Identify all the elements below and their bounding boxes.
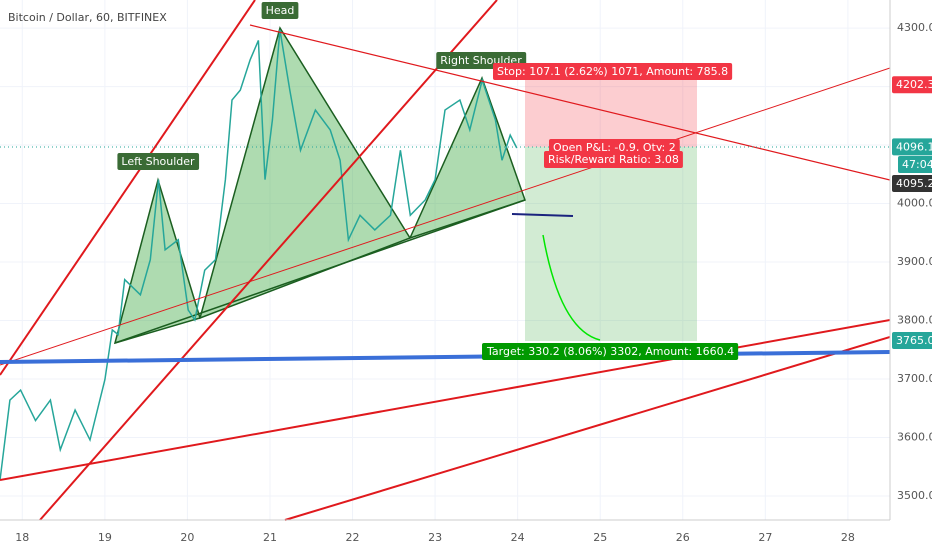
x-tick-label: 21 [263,531,277,544]
x-tick-label: 20 [180,531,194,544]
price-label: 4096.1 [896,140,932,153]
trendline [0,0,256,376]
neckline [114,199,526,344]
price-label: 3765.0 [896,334,932,347]
price-label-bg [892,175,932,192]
x-tick-label: 24 [511,531,525,544]
x-tick-label: 25 [593,531,607,544]
price-label-bg [892,76,932,94]
grid [0,0,890,520]
y-tick-label: 3700.0 [897,372,932,385]
risk-reward-label: Risk/Reward Ratio: 3.08 [548,153,679,166]
trendline [249,24,891,181]
y-tick-label: 3900.0 [897,255,932,268]
countdown-label: 47:04 [902,158,932,171]
trendline [0,319,891,481]
x-tick-label: 19 [98,531,112,544]
y-tick-label: 4000.0 [897,197,932,210]
right-shoulder-shape [408,75,526,240]
trendline [284,336,891,521]
price-line-series [0,29,518,481]
y-tick-label: 3600.0 [897,431,932,444]
chart-title: Bitcoin / Dollar, 60, BITFINEX [8,11,167,24]
pattern-label-bg [261,2,299,19]
stop-label: Stop: 107.1 (2.62%) 1071, Amount: 785.8 [497,65,728,78]
stop-label-bg [493,63,733,80]
trendlines [0,0,891,521]
price-label: 4202.3 [896,78,932,91]
projection-curve [542,234,601,341]
labels: 3500.03600.03700.03800.03900.04000.04100… [15,2,932,544]
risk-reward-label-bg [544,151,683,168]
pattern-label: Head [266,4,295,17]
x-tick-label: 23 [428,531,442,544]
pnl-label: Open P&L: -0.9, Qty: 2 [553,141,676,154]
target-label-bg [482,343,739,360]
price-label: 4095.2 [896,177,932,190]
target-area [525,147,697,341]
price-label-bg [892,332,932,350]
series [0,29,518,481]
target-label: Target: 330.2 (8.06%) 3302, Amount: 1660… [486,345,734,358]
pattern-label-bg [117,153,200,170]
x-tick-label: 22 [346,531,360,544]
trendline [39,0,498,521]
x-tick-label: 27 [758,531,772,544]
trendline [0,67,891,366]
y-tick-label: 4300.0 [897,21,932,34]
pattern-label: Left Shoulder [121,155,195,168]
x-tick-label: 26 [676,531,690,544]
projection-line [511,213,574,217]
y-tick-label: 3500.0 [897,489,932,502]
x-tick-label: 28 [841,531,855,544]
stop-area [525,80,697,147]
y-tick-label: 3800.0 [897,314,932,327]
countdown-label-bg [898,156,932,173]
price-label-bg [892,138,932,156]
support-line [0,350,891,364]
x-tick-label: 18 [15,531,29,544]
